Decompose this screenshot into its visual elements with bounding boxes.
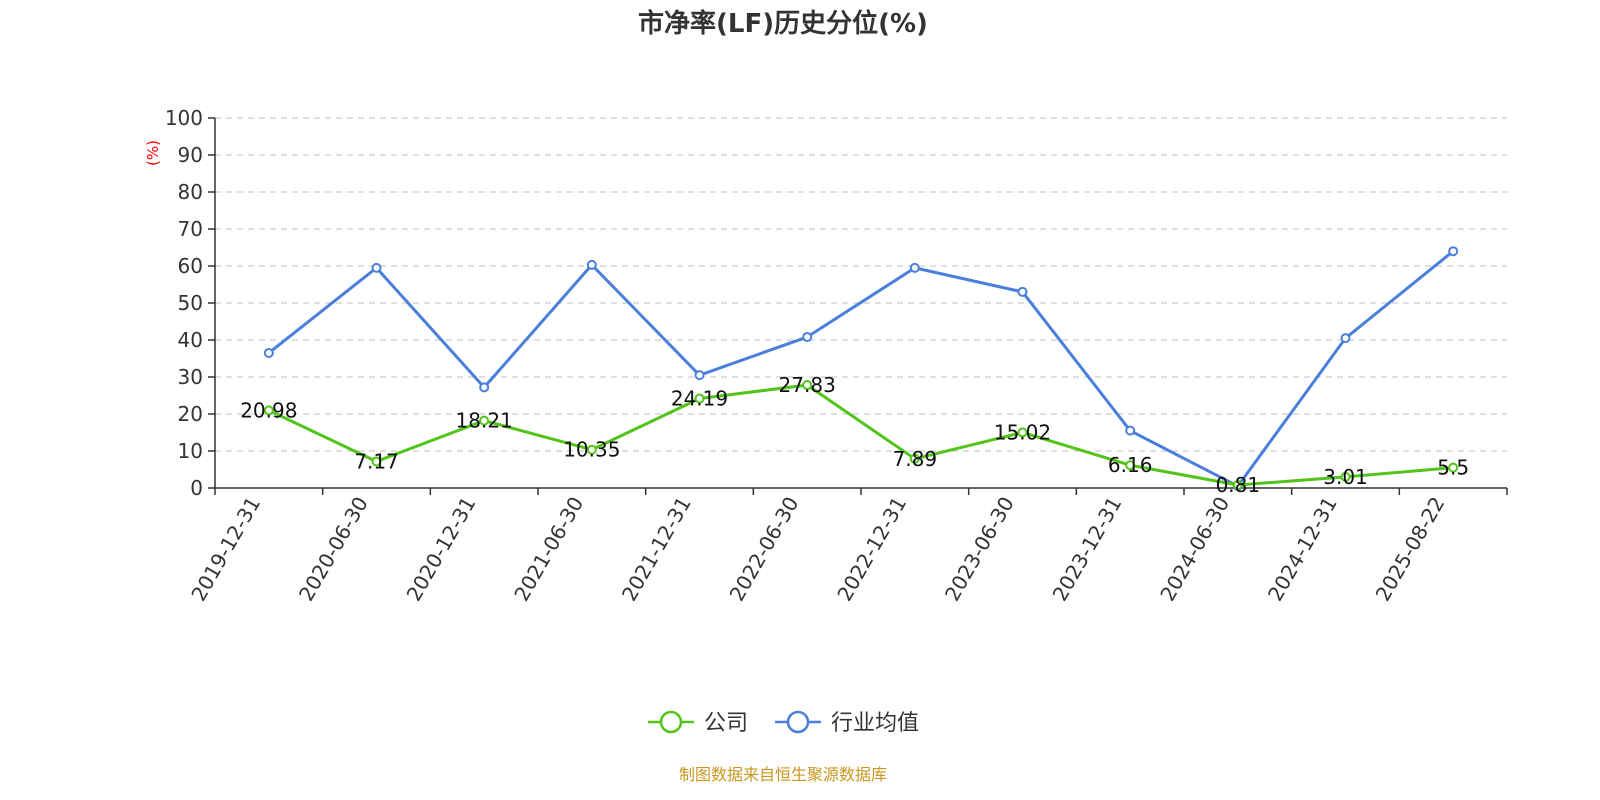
y-tick-label: 80 — [178, 180, 203, 204]
y-tick-label: 20 — [178, 402, 203, 426]
data-point[interactable] — [1340, 471, 1351, 482]
data-label: 24.19 — [671, 386, 728, 410]
data-point[interactable] — [1125, 460, 1136, 471]
data-label: 18.21 — [456, 409, 513, 433]
data-point[interactable] — [263, 347, 274, 358]
gridlines — [215, 117, 1507, 452]
data-label: 10.35 — [563, 438, 620, 462]
data-point[interactable] — [1340, 333, 1351, 344]
data-point[interactable] — [263, 405, 274, 416]
y-tick-label: 100 — [165, 106, 203, 130]
legend[interactable]: 公司 行业均值 — [648, 710, 919, 736]
series-line-0 — [268, 383, 1454, 487]
data-point[interactable] — [1017, 427, 1028, 438]
y-tick-label: 0 — [190, 476, 203, 500]
x-tick-label: 2021-12-31 — [617, 493, 696, 606]
axes: 0 10 20 30 40 50 60 70 80 90 100 2019-12-31 2020-06-… — [165, 106, 1508, 606]
y-tick-label: 90 — [178, 143, 203, 167]
x-tick-label: 2019-12-31 — [186, 493, 265, 606]
data-point[interactable] — [1232, 480, 1243, 491]
data-point[interactable] — [694, 393, 705, 404]
x-tick-label: 2022-12-31 — [832, 493, 911, 606]
data-point[interactable] — [694, 370, 705, 381]
y-tick-label: 70 — [178, 217, 203, 241]
data-point[interactable] — [371, 456, 382, 467]
x-tick-label: 2024-06-30 — [1155, 493, 1234, 606]
data-labels: 20.98 7.17 18.21 10.35 24.19 27.83 7.89 15.02 6.… — [240, 373, 1469, 497]
data-point[interactable] — [479, 415, 490, 426]
data-point[interactable] — [1125, 425, 1136, 436]
x-tick-label: 2023-06-30 — [940, 493, 1019, 606]
data-point[interactable] — [586, 259, 597, 270]
data-point[interactable] — [802, 332, 813, 343]
legend-label: 行业均值 — [831, 711, 919, 736]
x-tick-label: 2021-06-30 — [509, 493, 588, 606]
y-tick-label: 50 — [178, 291, 203, 315]
data-label: 5.5 — [1437, 456, 1469, 480]
data-point[interactable] — [479, 382, 490, 393]
data-label: 6.16 — [1108, 453, 1153, 477]
data-point[interactable] — [1448, 246, 1459, 257]
y-tick-label: 40 — [178, 328, 203, 352]
y-tick-label: 10 — [178, 439, 203, 463]
series-lines — [263, 246, 1459, 492]
data-point[interactable] — [802, 380, 813, 391]
x-tick-label: 2020-12-31 — [402, 493, 481, 606]
data-point[interactable] — [909, 262, 920, 273]
data-label: 7.17 — [354, 449, 399, 473]
y-tick-label: 30 — [178, 365, 203, 389]
data-point[interactable] — [586, 444, 597, 455]
legend-marker — [659, 710, 683, 734]
data-point[interactable] — [909, 453, 920, 464]
x-tick-label: 2024-12-31 — [1263, 493, 1342, 606]
data-label: 20.98 — [240, 398, 297, 422]
x-tick-label: 2023-12-31 — [1048, 493, 1127, 606]
legend-item-1[interactable]: 行业均值 — [775, 710, 919, 736]
legend-marker — [786, 710, 810, 734]
y-tick-label: 60 — [178, 254, 203, 278]
legend-item-0[interactable]: 公司 — [648, 710, 748, 736]
data-label: 15.02 — [994, 420, 1051, 444]
data-label: 27.83 — [779, 373, 836, 397]
x-tick-label: 2022-06-30 — [725, 493, 804, 606]
data-label: 3.01 — [1323, 465, 1368, 489]
y-axis-unit-label: (%) — [144, 140, 162, 166]
data-point[interactable] — [1448, 462, 1459, 473]
data-point[interactable] — [371, 262, 382, 273]
data-point[interactable] — [1017, 286, 1028, 297]
data-source-note: 制图数据来自恒生聚源数据库 — [679, 765, 887, 784]
legend-label: 公司 — [704, 711, 748, 736]
data-label: 7.89 — [893, 447, 938, 471]
x-tick-label: 2020-06-30 — [294, 493, 373, 606]
series-line-1 — [267, 250, 1455, 488]
chart-title: 市净率(LF)历史分位(%) — [638, 8, 928, 39]
data-label: 0.81 — [1216, 473, 1261, 497]
x-tick-label: 2025-08-22 — [1371, 493, 1450, 606]
